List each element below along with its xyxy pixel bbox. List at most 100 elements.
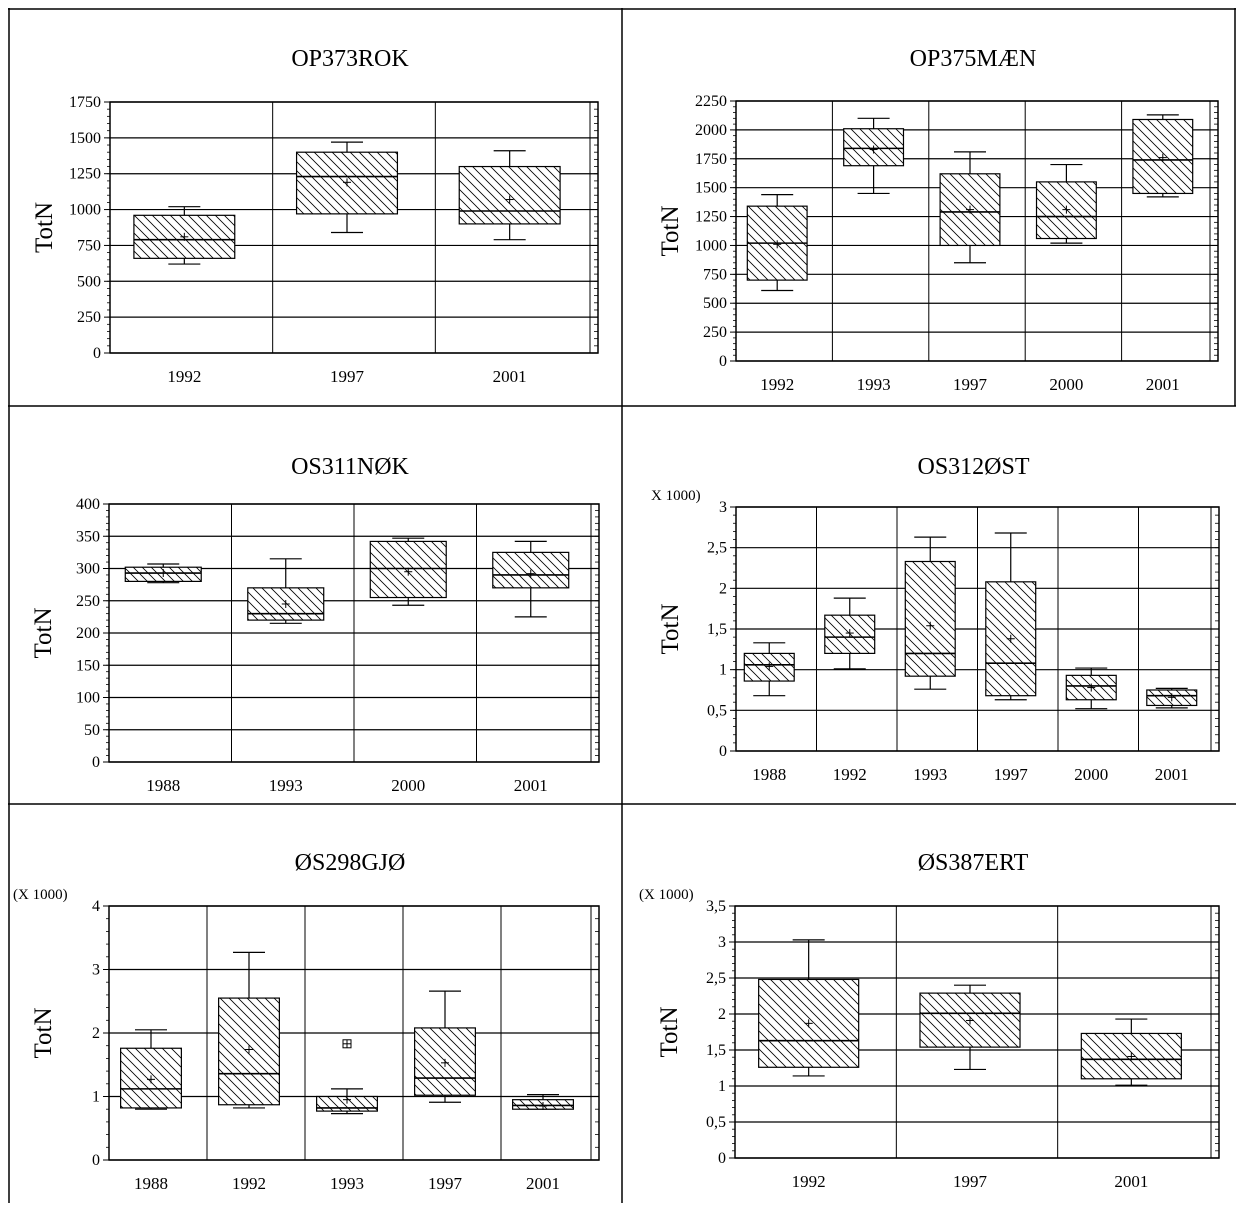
box-2000 (1035, 163, 1097, 244)
x-tick-label: 2000 (1074, 765, 1108, 784)
y-axis-label: TotN (657, 603, 684, 654)
x-tick-label: 2001 (514, 776, 548, 795)
box-1988 (743, 642, 795, 697)
chart-title: OS311NØK (291, 454, 409, 480)
y-tick-label: 0 (92, 754, 100, 771)
x-tick-label: 1993 (330, 1174, 364, 1193)
chart-title: ØS387ERT (918, 850, 1029, 876)
x-tick-label: 1997 (953, 375, 988, 394)
box-1997 (985, 532, 1037, 701)
y-tick-label: 2,5 (707, 540, 727, 557)
y-tick-label: 150 (76, 657, 100, 674)
y-tick-label: 500 (77, 273, 101, 290)
box-2001 (1080, 1018, 1182, 1086)
box-2000 (1065, 667, 1117, 710)
chart-title: OS312ØST (917, 454, 1029, 480)
plot-frame (108, 905, 600, 1161)
y-tick-label: 300 (76, 561, 100, 578)
box-1992 (758, 939, 860, 1077)
y-tick-label: 2 (718, 1006, 726, 1023)
x-tick-label: 2000 (1049, 375, 1083, 394)
y-tick-label: 0 (718, 1150, 726, 1167)
chart-title: OP373ROK (291, 46, 409, 72)
y-scale-label: (X 1000) (639, 887, 694, 903)
box-2001 (1146, 687, 1198, 709)
y-tick-label: 2000 (695, 122, 727, 139)
y-tick-label: 250 (77, 309, 101, 326)
box-1992 (824, 597, 876, 670)
chart-svg-2: OS311NØK TotN 0 50 100 150 200 250 300 350 400 1988… (30, 454, 600, 795)
y-tick-label: 100 (76, 690, 100, 707)
y-tick-label: 1000 (69, 202, 101, 219)
y-tick-label: 1500 (69, 130, 101, 147)
y-tick-label: 750 (703, 266, 727, 283)
x-tick-label: 1997 (953, 1172, 988, 1191)
chart-panel-4: ØS298GJØ (X 1000) TotN 0 1 2 3 4 1988 1992 1993 199… (8, 804, 622, 1203)
y-tick-label: 1 (92, 1089, 100, 1106)
y-tick-label: 200 (76, 625, 100, 642)
box-1988 (120, 1029, 182, 1110)
y-tick-label: 1 (719, 662, 727, 679)
y-axis-label: TotN (30, 1007, 57, 1058)
x-tick-label: 1988 (146, 776, 180, 795)
box-1997 (295, 141, 399, 234)
y-tick-label: 350 (76, 528, 100, 545)
chart-panel-1: OP375MÆN TotN 0 250 500 750 1000 1250 1500 1750 20… (622, 8, 1236, 406)
x-tick-label: 2000 (391, 776, 425, 795)
y-tick-label: 1500 (695, 180, 727, 197)
x-tick-label: 1992 (833, 765, 867, 784)
x-tick-label: 1992 (167, 367, 201, 386)
y-tick-label: 1750 (69, 94, 101, 111)
box-1997 (414, 990, 476, 1103)
y-tick-label: 4 (92, 898, 100, 915)
x-tick-label: 1992 (792, 1172, 826, 1191)
x-tick-label: 2001 (493, 367, 527, 386)
y-axis-label: TotN (657, 205, 684, 256)
x-tick-label: 2001 (1155, 765, 1189, 784)
box-1993 (843, 117, 905, 195)
y-tick-label: 0 (719, 353, 727, 370)
box-1988 (124, 563, 202, 584)
box-iqr (458, 165, 561, 225)
box-1993 (247, 558, 325, 624)
y-tick-label: 250 (703, 324, 727, 341)
plot-frame (734, 905, 1220, 1159)
y-tick-label: 3 (719, 499, 727, 516)
box-1997 (919, 984, 1021, 1071)
y-tick-label: 0,5 (707, 702, 727, 719)
chart-panel-5: ØS387ERT (X 1000) TotN 0 0,5 1 1,5 2 2,5 3 3,5 1992… (622, 804, 1236, 1203)
y-tick-label: 2250 (695, 93, 727, 110)
chart-panel-2: OS311NØK TotN 0 50 100 150 200 250 300 350 400 1988… (8, 406, 622, 804)
y-tick-label: 400 (76, 496, 100, 513)
x-tick-label: 1992 (232, 1174, 266, 1193)
y-tick-label: 1,5 (706, 1042, 726, 1059)
box-1993 (904, 536, 956, 690)
box-2001 (458, 150, 561, 241)
chart-panel-0: OP373ROK TotN 0 250 500 750 1000 1250 1500 1750 19… (8, 8, 622, 406)
chart-title: ØS298GJØ (295, 850, 406, 876)
box-2001 (492, 540, 570, 618)
y-scale-label: X 1000) (651, 488, 701, 504)
y-axis-label: TotN (31, 202, 58, 253)
plot-frame (735, 100, 1219, 362)
y-axis-label: TotN (656, 1006, 683, 1057)
plot-frame (109, 101, 599, 354)
box-1993 (316, 1039, 378, 1115)
y-tick-label: 1250 (69, 166, 101, 183)
x-tick-label: 2001 (526, 1174, 560, 1193)
y-tick-label: 1750 (695, 151, 727, 168)
y-tick-label: 1250 (695, 209, 727, 226)
y-tick-label: 750 (77, 237, 101, 254)
y-tick-label: 250 (76, 593, 100, 610)
y-tick-label: 2,5 (706, 970, 726, 987)
y-tick-label: 0 (93, 345, 101, 362)
box-2001 (512, 1093, 574, 1111)
y-tick-label: 2 (719, 580, 727, 597)
y-tick-label: 3,5 (706, 898, 726, 915)
box-1992 (133, 206, 236, 265)
x-tick-label: 1997 (994, 765, 1029, 784)
y-axis-label: TotN (30, 607, 57, 658)
box-1992 (746, 194, 808, 292)
y-tick-label: 2 (92, 1025, 100, 1042)
box-1992 (218, 951, 280, 1109)
